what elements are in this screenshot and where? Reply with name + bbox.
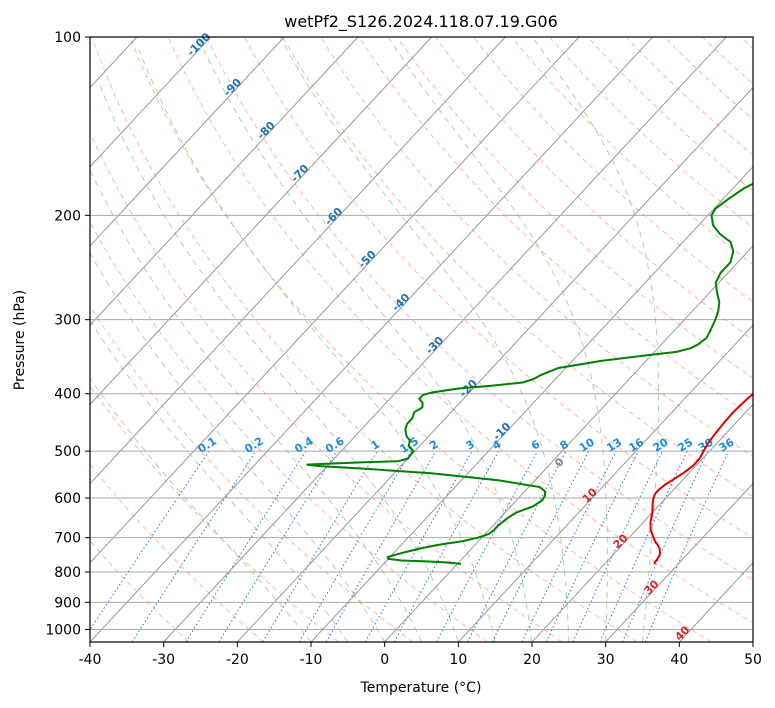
dry-adiabat [320,37,753,458]
x-tick-label: -20 [226,652,249,668]
x-tick-label: 10 [449,652,467,668]
moist-adiabat [387,37,608,642]
isotherm-line [384,245,753,642]
y-axis-ticks: 100 200 300 400 500 600 700 800 900 1000 [45,30,90,638]
mixing-ratio-line [218,450,338,642]
mixing-ratio-line [364,450,473,642]
dry-adiabat [434,37,753,341]
mixing-ratio-line [521,450,617,642]
isotherm-line [236,86,753,642]
dry-adiabat [90,463,264,642]
x-tick-label: 50 [744,652,762,668]
dry-adiabat [282,37,753,498]
mixing-ratio-line [393,450,500,642]
x-tick-label: -10 [300,652,323,668]
x-axis-ticks: -40 -30 -20 -10 0 10 20 30 40 50 [79,642,762,668]
dry-adiabat [129,37,712,642]
x-tick-label: 30 [597,652,615,668]
mixing-ratio-line [491,450,590,642]
isotherm-line [457,324,753,642]
y-axis-label: Pressure (hPa) [12,290,28,390]
isotherm-line [90,37,433,406]
moist-adiabat [90,168,422,642]
y-tick-label: 100 [54,30,81,46]
isotherm-line [310,165,753,642]
x-tick-label: 0 [380,652,389,668]
dry-adiabat [90,221,488,642]
dry-adiabat [205,37,753,581]
moist-adiabat [279,37,570,642]
dewpoint-profile-line [306,182,753,565]
isotherm-line [90,37,580,564]
y-tick-label: 200 [54,208,81,224]
isotherm-line [90,37,212,168]
isotherm-line [531,403,753,642]
moist-adiabat [90,377,312,642]
isotherm-line [605,482,753,642]
mixing-ratio-line [435,450,538,642]
x-tick-label: 40 [670,652,688,668]
y-tick-label: 300 [54,313,81,329]
y-tick-label: 900 [54,595,81,611]
isotherm-line [90,37,285,247]
mixing-ratio-line [185,450,307,642]
y-tick-label: 700 [54,531,81,547]
y-tick-label: 1000 [45,622,81,638]
moist-adiabat [531,37,660,642]
isotherm-line [90,37,359,326]
moist-adiabat [138,49,496,642]
profile-series [306,182,753,565]
plot-frame [89,36,754,643]
moist-adiabat [98,83,459,642]
moist-adiabat [90,319,349,642]
dry-adiabat [91,37,638,642]
y-tick-label: 600 [54,491,81,507]
y-tick-label: 400 [54,387,81,403]
dry-adiabat [90,131,563,642]
mixing-ratio-line [90,450,210,631]
temperature-profile-line [649,392,753,565]
x-axis-label: Temperature (°C) [360,680,482,696]
isotherm-line [90,37,654,642]
gridlines [90,37,753,642]
isotherm-line [90,37,506,485]
x-tick-label: -40 [79,652,102,668]
y-tick-label: 500 [54,444,81,460]
mixing-ratio-line [621,450,709,642]
dry-adiabat [167,37,753,624]
chart-title: wetPf2_S126.2024.118.07.19.G06 [284,12,558,32]
x-tick-label: 20 [523,652,541,668]
moist-adiabat [197,37,533,642]
y-tick-label: 800 [54,565,81,581]
isotherm-line [163,37,727,642]
x-tick-label: -30 [152,652,175,668]
mixing-ratio-line [131,450,257,642]
